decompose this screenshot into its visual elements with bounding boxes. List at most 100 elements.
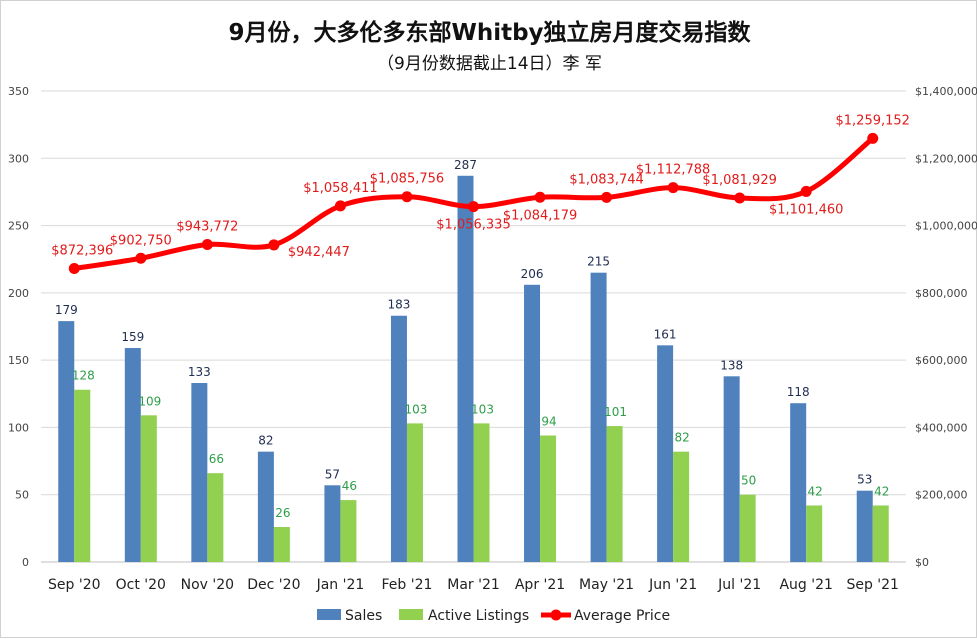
- average-price-point: [268, 239, 280, 251]
- active-listings-data-label: 128: [72, 369, 95, 383]
- x-axis-category-label: May '21: [579, 577, 634, 593]
- sales-data-label: 215: [587, 255, 610, 269]
- active-listings-data-label: 94: [541, 415, 556, 429]
- active-listings-data-label: 109: [138, 394, 161, 408]
- x-axis-category-label: Jan '21: [316, 577, 365, 593]
- sales-bar: [723, 376, 740, 562]
- sales-bar: [390, 315, 407, 562]
- y-right-tick: $1,000,000: [915, 220, 977, 233]
- average-price-data-label: $1,056,335: [436, 218, 510, 233]
- legend-label-active-listings: Active Listings: [428, 608, 529, 624]
- x-axis-category-label: Sep '20: [48, 577, 101, 593]
- sales-bar: [58, 321, 75, 562]
- average-price-point: [800, 185, 812, 197]
- y-left-tick: 250: [8, 220, 29, 233]
- average-price-point: [68, 263, 80, 275]
- average-price-point: [201, 238, 213, 250]
- y-left-tick: 100: [8, 421, 29, 434]
- sales-data-label: 57: [325, 467, 340, 481]
- average-price-point: [534, 191, 546, 203]
- x-axis-category-label: Sep '21: [846, 577, 899, 593]
- active-listings-bar: [540, 435, 557, 562]
- average-price-data-label: $1,112,788: [636, 163, 710, 178]
- sales-bar: [124, 348, 141, 562]
- active-listings-bar: [806, 505, 823, 562]
- average-price-point: [135, 252, 147, 264]
- average-price-point: [734, 192, 746, 204]
- x-axis-category-label: Aug '21: [779, 577, 832, 593]
- active-listings-data-label: 101: [604, 405, 627, 419]
- legend-label-average-price: Average Price: [574, 608, 670, 624]
- active-listings-data-label: 66: [209, 452, 224, 466]
- average-price-data-label: $1,085,756: [370, 172, 444, 187]
- x-axis-category-label: Feb '21: [382, 577, 433, 593]
- x-axis-category-label: Oct '20: [116, 577, 166, 593]
- active-listings-bar: [273, 527, 290, 562]
- average-price-data-label: $902,750: [110, 233, 172, 248]
- sales-data-label: 138: [720, 358, 743, 372]
- average-price-point: [468, 201, 479, 213]
- active-listings-bar: [340, 500, 357, 562]
- sales-bar: [856, 490, 873, 562]
- active-listings-bar: [74, 389, 91, 562]
- sales-bar: [790, 403, 807, 562]
- sales-bar: [457, 175, 474, 562]
- active-listings-data-label: 42: [874, 484, 889, 498]
- active-listings-data-label: 26: [275, 506, 290, 520]
- active-listings-bar: [739, 494, 756, 562]
- sales-bar: [657, 345, 674, 562]
- sales-data-label: 206: [521, 267, 544, 281]
- average-price-data-label: $1,081,929: [702, 173, 776, 188]
- average-price-point: [667, 182, 679, 194]
- sales-bar: [191, 383, 208, 562]
- chart-subtitle: （9月份数据截止14日）李 军: [377, 54, 602, 74]
- sales-data-label: 161: [654, 327, 677, 341]
- sales-data-label: 82: [258, 434, 273, 448]
- active-listings-bar: [606, 426, 623, 562]
- active-listings-bar: [140, 415, 157, 562]
- sales-data-label: 53: [857, 473, 872, 487]
- sales-data-label: 133: [188, 365, 211, 379]
- y-right-tick: $200,000: [915, 489, 968, 502]
- active-listings-data-label: 103: [405, 402, 428, 416]
- active-listings-bar: [473, 423, 490, 562]
- active-listings-bar: [207, 473, 224, 562]
- sales-bar: [590, 272, 607, 562]
- average-price-point: [601, 191, 613, 203]
- legend-swatch-active-listings: [399, 609, 423, 620]
- active-listings-data-label: 82: [674, 431, 689, 445]
- sales-bar: [324, 485, 341, 562]
- y-left-tick: 300: [8, 152, 29, 165]
- legend-label-sales: Sales: [345, 608, 382, 624]
- average-price-point: [334, 200, 346, 212]
- sales-data-label: 159: [121, 330, 144, 344]
- active-listings-data-label: 103: [471, 402, 494, 416]
- average-price-data-label: $1,084,179: [503, 208, 577, 223]
- active-listings-bar: [673, 451, 690, 562]
- x-axis-category-label: Jul '21: [717, 577, 761, 593]
- x-axis-category-label: Nov '20: [181, 577, 234, 593]
- average-price-data-label: $942,447: [288, 245, 350, 260]
- sales-data-label: 183: [388, 298, 411, 312]
- x-axis-category-label: Dec '20: [247, 577, 300, 593]
- y-right-tick: $400,000: [915, 421, 968, 434]
- x-axis-category-label: Jun '21: [648, 577, 697, 593]
- x-axis-category-label: Apr '21: [515, 577, 565, 593]
- y-left-tick: 200: [8, 287, 29, 300]
- active-listings-data-label: 46: [342, 479, 357, 493]
- y-left-tick: 350: [8, 85, 29, 98]
- sales-bar: [257, 451, 274, 562]
- y-right-tick: $800,000: [915, 287, 968, 300]
- active-listings-data-label: 50: [741, 474, 756, 488]
- x-axis-category-label: Mar '21: [447, 577, 500, 593]
- sales-data-label: 179: [55, 303, 78, 317]
- y-right-tick: $0: [915, 556, 929, 569]
- sales-bar: [524, 284, 541, 562]
- y-right-tick: $1,200,000: [915, 152, 977, 165]
- average-price-data-label: $1,101,460: [769, 202, 843, 217]
- average-price-data-label: $872,396: [51, 244, 113, 259]
- active-listings-bar: [872, 505, 889, 562]
- legend-swatch-sales: [317, 609, 341, 620]
